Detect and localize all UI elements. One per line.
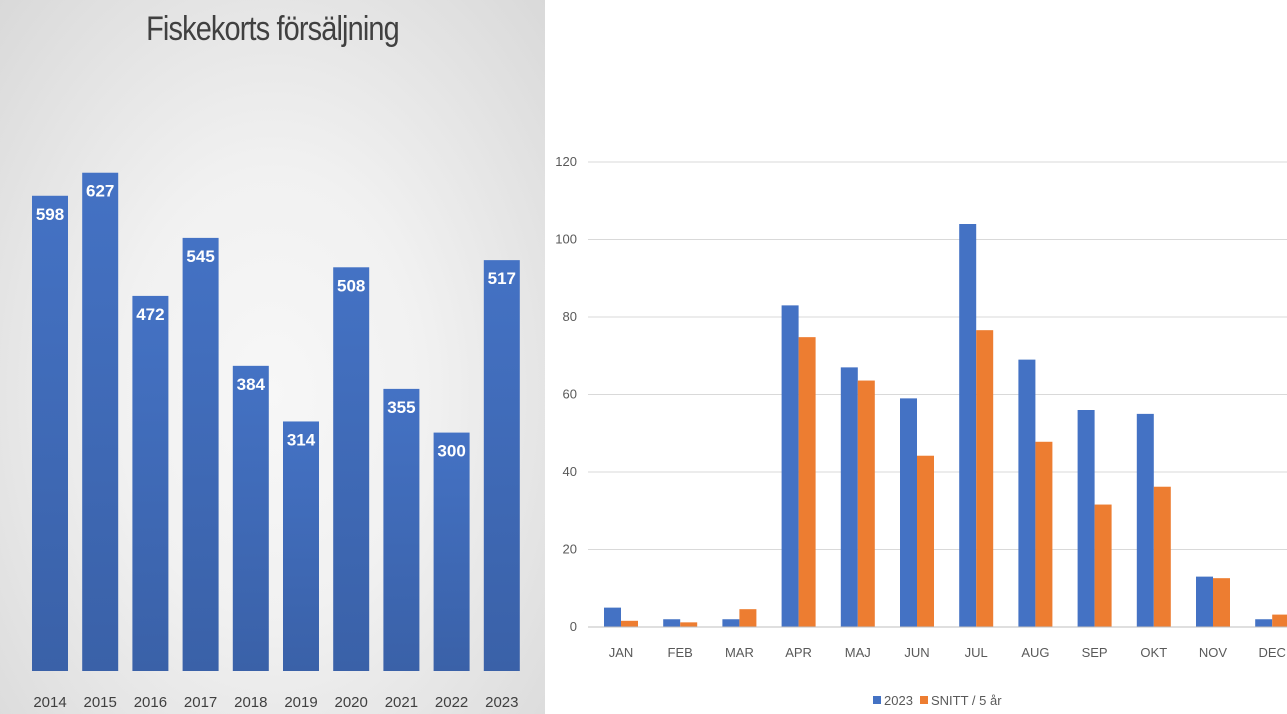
bar-label-2019: 314 xyxy=(287,430,316,449)
x-tick-DEC: DEC xyxy=(1258,645,1285,660)
bar-AUG-series1 xyxy=(1018,359,1036,627)
bar-MAJ-series2 xyxy=(857,380,875,627)
bar-FEB-series1 xyxy=(663,619,681,627)
bar-2014 xyxy=(32,195,68,671)
bar-DEC-series2 xyxy=(1272,614,1287,627)
x-tick-JAN: JAN xyxy=(609,645,634,660)
x-tick-AUG: AUG xyxy=(1021,645,1049,660)
x-tick-OKT: OKT xyxy=(1140,645,1167,660)
bar-JAN-series1 xyxy=(604,607,621,627)
x-tick-2016: 2016 xyxy=(134,694,167,711)
bar-2021 xyxy=(383,388,420,671)
bar-JAN-series2 xyxy=(621,620,638,627)
x-tick-FEB: FEB xyxy=(668,645,693,660)
x-tick-2014: 2014 xyxy=(33,694,66,711)
x-tick-2022: 2022 xyxy=(435,694,468,711)
y-tick-20: 20 xyxy=(563,542,577,557)
bar-label-2020: 508 xyxy=(337,276,365,295)
x-tick-MAJ: MAJ xyxy=(845,645,871,660)
legend-swatch-2 xyxy=(920,696,928,704)
bar-APR-series2 xyxy=(798,337,816,627)
x-tick-2023: 2023 xyxy=(485,694,518,711)
bar-JUL-series1 xyxy=(959,224,977,627)
bar-2018 xyxy=(232,365,269,671)
bar-OKT-series1 xyxy=(1136,413,1154,627)
bar-label-2021: 355 xyxy=(387,398,415,417)
bar-label-2022: 300 xyxy=(437,442,465,461)
bar-NOV-series2 xyxy=(1213,578,1230,627)
bar-2015 xyxy=(82,172,119,672)
bar-MAR-series1 xyxy=(722,619,740,627)
bar-JUL-series2 xyxy=(976,330,994,627)
y-tick-100: 100 xyxy=(555,232,577,247)
x-tick-2019: 2019 xyxy=(284,694,317,711)
x-tick-2018: 2018 xyxy=(234,694,267,711)
bar-OKT-series2 xyxy=(1153,486,1171,627)
y-tick-60: 60 xyxy=(563,387,577,402)
legend-label-1: 2023 xyxy=(884,693,913,708)
bar-2016 xyxy=(132,295,169,671)
x-tick-2015: 2015 xyxy=(84,694,117,711)
x-tick-NOV: NOV xyxy=(1199,645,1228,660)
bar-FEB-series2 xyxy=(680,622,698,627)
bar-SEP-series2 xyxy=(1094,504,1112,627)
y-tick-80: 80 xyxy=(563,309,577,324)
bar-2019 xyxy=(283,421,319,671)
y-tick-120: 120 xyxy=(555,154,577,169)
x-tick-SEP: SEP xyxy=(1082,645,1108,660)
x-tick-2021: 2021 xyxy=(385,694,418,711)
bar-AUG-series2 xyxy=(1035,441,1053,627)
bar-label-2018: 384 xyxy=(237,375,266,394)
x-tick-2017: 2017 xyxy=(184,694,217,711)
bar-2017 xyxy=(182,237,219,672)
bar-label-2017: 545 xyxy=(186,247,214,266)
bar-JUN-series1 xyxy=(900,398,917,627)
x-tick-MAR: MAR xyxy=(725,645,754,660)
y-tick-0: 0 xyxy=(570,619,577,634)
bar-MAR-series2 xyxy=(739,609,757,627)
x-tick-APR: APR xyxy=(785,645,812,660)
yearly-sales-chart: 598 2014 627 2015 472 2016 545 2017 384 2018 314 20… xyxy=(32,172,520,711)
chart-title: Fiskekorts försäljning xyxy=(146,10,400,48)
bar-DEC-series1 xyxy=(1255,619,1273,627)
legend-label-2: SNITT / 5 år xyxy=(931,693,1002,708)
y-tick-40: 40 xyxy=(563,464,577,479)
legend-swatch-1 xyxy=(873,696,881,704)
bar-2023 xyxy=(483,260,520,671)
x-tick-JUN: JUN xyxy=(904,645,929,660)
bar-MAJ-series1 xyxy=(840,367,858,627)
bar-label-2014: 598 xyxy=(36,205,64,224)
bar-label-2016: 472 xyxy=(136,305,164,324)
bar-NOV-series1 xyxy=(1196,576,1213,627)
bar-APR-series1 xyxy=(781,305,799,627)
x-tick-JUL: JUL xyxy=(965,645,988,660)
bar-SEP-series1 xyxy=(1077,410,1095,627)
x-tick-2020: 2020 xyxy=(335,694,368,711)
bar-label-2015: 627 xyxy=(86,182,114,201)
bar-2020 xyxy=(333,267,370,671)
bar-2022 xyxy=(433,432,470,671)
bar-label-2023: 517 xyxy=(488,269,516,288)
bar-JUN-series2 xyxy=(917,455,934,627)
